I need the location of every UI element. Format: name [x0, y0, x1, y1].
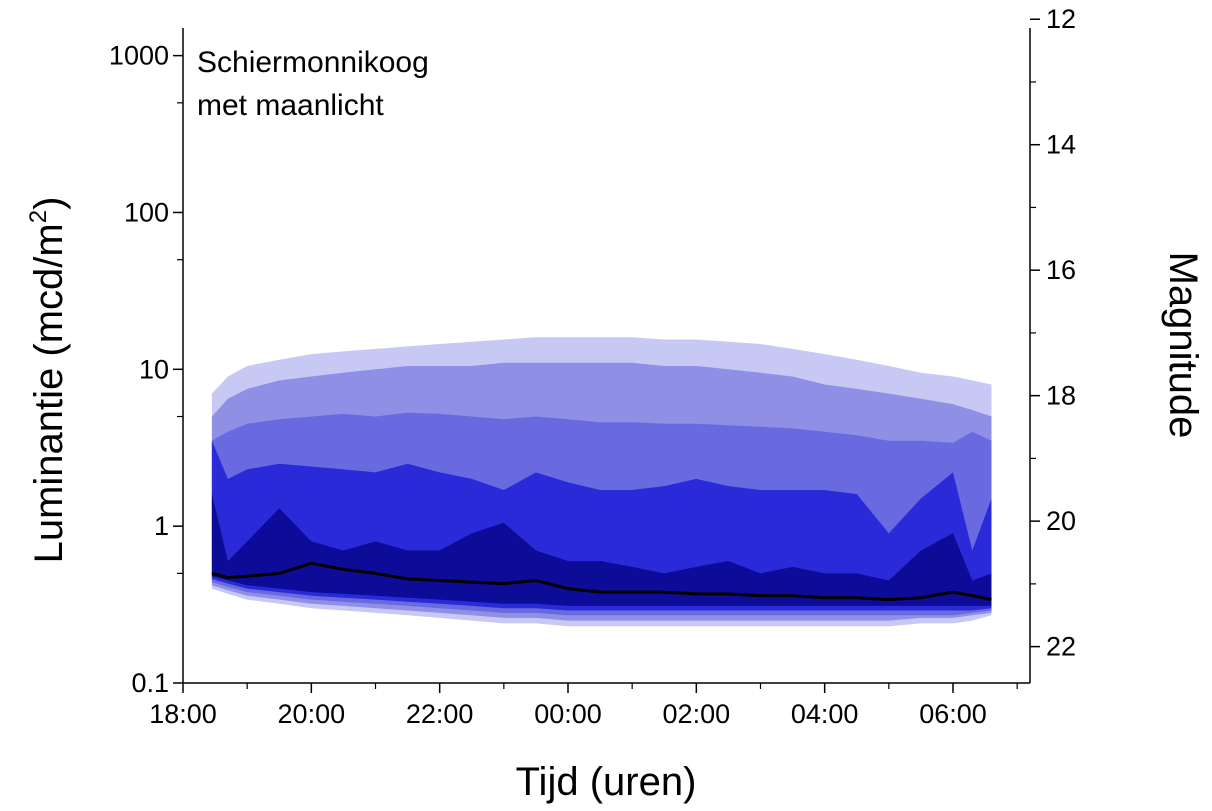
y-tick-label: 1 [154, 511, 169, 541]
x-tick-label: 06:00 [919, 699, 987, 729]
plot-area [211, 337, 992, 627]
y-axis-title-close: ) [27, 197, 71, 210]
x-tick-label: 20:00 [278, 699, 346, 729]
y2-axis-ticks: 12 14 16 18 20 22 [1030, 4, 1076, 662]
y-axis-title: Luminantie (mcd/m2) [25, 197, 71, 564]
y-axis-ticks: 0.1 1 10 100 1000 [109, 41, 183, 698]
annotation-line-1: Schiermonnikoog [197, 46, 429, 79]
y2-tick-label: 16 [1046, 255, 1076, 285]
x-axis-title: Tijd (uren) [516, 760, 697, 804]
annotation-line-2: met maanlicht [197, 89, 384, 122]
axes: 18:00 20:00 22:00 00:00 02:00 04:00 06:00 0.11… [109, 4, 1076, 729]
y2-tick-label: 20 [1046, 506, 1076, 536]
median-line [211, 561, 992, 602]
y-axis-title-main: Luminantie (mcd/m [27, 223, 71, 563]
y2-tick-label: 14 [1046, 130, 1076, 160]
y-tick-label: 0.1 [131, 668, 169, 698]
x-tick-label: 18:00 [149, 699, 217, 729]
y-tick-label: 1000 [109, 41, 169, 71]
x-axis-ticks: 18:00 20:00 22:00 00:00 02:00 04:00 06:00 [149, 683, 1018, 729]
y2-tick-label: 12 [1046, 4, 1076, 34]
x-tick-label: 02:00 [663, 699, 731, 729]
percentile-bands [211, 337, 992, 627]
y2-axis-title: Magnitude [1161, 252, 1205, 439]
y2-tick-label: 18 [1046, 381, 1076, 411]
y-tick-label: 100 [124, 197, 169, 227]
x-tick-label: 04:00 [791, 699, 859, 729]
x-tick-label: 22:00 [406, 699, 474, 729]
y2-tick-label: 22 [1046, 632, 1076, 662]
y-tick-label: 10 [139, 354, 169, 384]
x-tick-label: 00:00 [534, 699, 602, 729]
y-axis-title-superscript: 2 [25, 210, 52, 223]
